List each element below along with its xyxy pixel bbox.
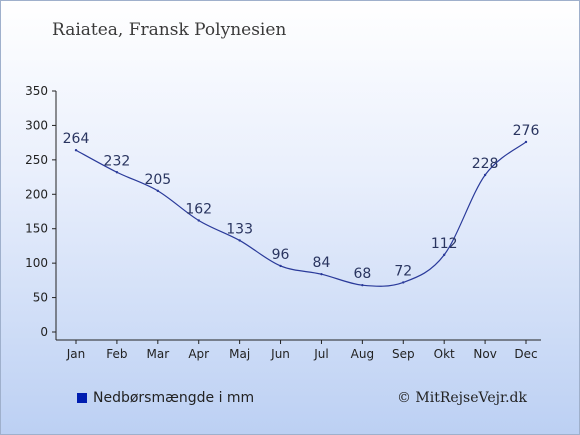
y-tick-label: 150 bbox=[25, 222, 48, 236]
data-label: 228 bbox=[472, 156, 499, 172]
data-label: 276 bbox=[513, 123, 540, 139]
data-label: 264 bbox=[63, 131, 90, 147]
x-tick-label: Apr bbox=[188, 347, 209, 361]
x-tick-label: Jul bbox=[313, 347, 328, 361]
y-tick-label: 50 bbox=[33, 291, 48, 305]
data-label: 112 bbox=[431, 236, 458, 252]
data-point bbox=[320, 272, 323, 276]
x-tick-label: Aug bbox=[351, 347, 374, 361]
data-point bbox=[279, 264, 282, 268]
data-label: 162 bbox=[185, 201, 212, 217]
x-tick-label: Sep bbox=[392, 347, 415, 361]
data-label: 232 bbox=[104, 153, 131, 169]
data-point bbox=[156, 189, 160, 193]
y-tick-label: 300 bbox=[25, 118, 48, 132]
data-label: 96 bbox=[272, 247, 290, 263]
data-point bbox=[115, 171, 119, 174]
data-label: 84 bbox=[313, 255, 331, 271]
y-tick-label: 0 bbox=[40, 325, 48, 339]
data-label: 133 bbox=[226, 221, 253, 237]
x-tick-label: Okt bbox=[434, 347, 455, 361]
series-layer bbox=[74, 140, 528, 287]
x-tick-label: Nov bbox=[473, 347, 496, 361]
y-tick-label: 350 bbox=[25, 84, 48, 98]
data-label: 68 bbox=[353, 266, 371, 282]
data-label: 72 bbox=[394, 263, 412, 279]
data-point bbox=[483, 173, 487, 177]
axes: 0 50 100 150 200 250 300 350 Jan Feb Mar Apr Maj Jun J… bbox=[25, 84, 541, 361]
x-tick-label: Jan bbox=[66, 347, 86, 361]
chart-title: Raiatea, Fransk Polynesien bbox=[52, 20, 287, 40]
legend-label: Nedbørsmængde i mm bbox=[93, 390, 255, 406]
data-point bbox=[361, 283, 364, 287]
data-point bbox=[74, 149, 78, 152]
y-tick-label: 250 bbox=[25, 153, 48, 167]
copyright-text: © MitRejseVejr.dk bbox=[396, 390, 527, 406]
data-label: 205 bbox=[144, 172, 171, 188]
x-tick-label: Feb bbox=[106, 347, 127, 361]
y-tick-label: 200 bbox=[25, 187, 48, 201]
x-tick-label: Maj bbox=[229, 347, 250, 361]
x-tick-label: Dec bbox=[514, 347, 537, 361]
data-point bbox=[197, 219, 200, 222]
data-point bbox=[402, 281, 405, 284]
x-tick-label: Mar bbox=[146, 347, 169, 361]
data-labels: 264 232 205 162 133 96 84 68 72 112 228 276 bbox=[63, 123, 540, 282]
x-tick-label: Jun bbox=[270, 347, 290, 361]
data-point bbox=[442, 253, 446, 257]
data-point bbox=[524, 140, 528, 144]
series-line bbox=[75, 141, 527, 287]
y-tick-label: 100 bbox=[25, 256, 48, 270]
legend-swatch bbox=[77, 393, 87, 403]
data-point bbox=[238, 239, 241, 242]
legend: Nedbørsmængde i mm bbox=[77, 390, 254, 406]
